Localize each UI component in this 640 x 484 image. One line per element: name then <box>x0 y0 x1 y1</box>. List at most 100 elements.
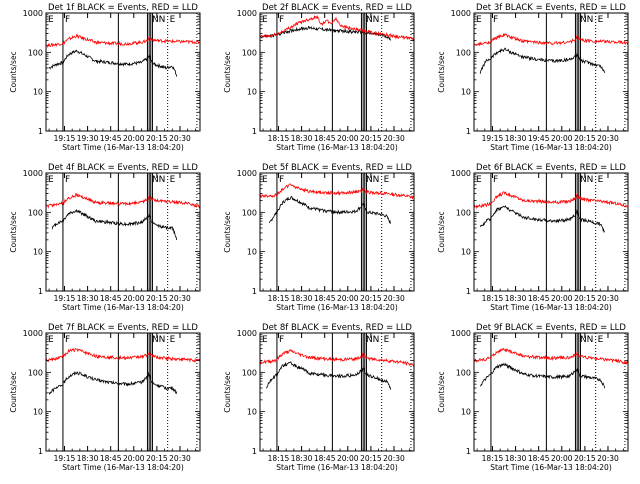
x-tick-label: 18:45 <box>528 454 550 463</box>
event-marker-label: NN <box>366 335 379 345</box>
x-tick-label: 20:00 <box>551 294 573 303</box>
y-tick-label: 10 <box>247 248 257 257</box>
chart-panel-6: Det 6f BLACK = Events, RED = LLD E F NN E 1 10… <box>437 163 629 312</box>
y-tick-label: 1 <box>252 287 257 296</box>
x-axis-label: Start Time (16-Mar-13 18:04:20) <box>276 303 398 312</box>
x-tick-label: 18:45 <box>100 454 122 463</box>
x-tick-label: 19:15 <box>54 294 76 303</box>
x-tick-label: 20:15 <box>574 454 596 463</box>
event-marker-label: NN <box>366 15 379 25</box>
chart-title: Det 9f BLACK = Events, RED = LLD <box>476 323 626 333</box>
x-tick-label: 20:15 <box>360 294 382 303</box>
y-axis-label: Counts/sec <box>9 371 18 412</box>
x-axis-label: Start Time (16-Mar-13 18:04:20) <box>62 143 184 152</box>
event-marker-label: NN <box>152 335 165 345</box>
x-tick-label: 18:30 <box>291 294 313 303</box>
chart-title: Det 3f BLACK = Events, RED = LLD <box>476 3 626 13</box>
series-events-line <box>48 49 178 77</box>
series-events-line <box>266 361 392 390</box>
series-lld-line <box>259 349 414 367</box>
series-lld-line <box>45 347 200 363</box>
y-tick-label: 1 <box>38 127 43 136</box>
y-tick-label: 1000 <box>451 169 471 178</box>
y-tick-label: 1000 <box>451 329 471 338</box>
x-tick-label: 19:45 <box>528 134 550 143</box>
x-tick-label: 20:00 <box>551 454 573 463</box>
y-tick-label: 1 <box>466 287 471 296</box>
chart-title: Det 7f BLACK = Events, RED = LLD <box>48 323 198 333</box>
x-axis-label: Start Time (16-Mar-13 18:04:20) <box>276 463 398 472</box>
y-tick-label: 1 <box>252 447 257 456</box>
x-tick-label: 18:15 <box>268 454 290 463</box>
event-marker-label: NN <box>580 15 593 25</box>
event-marker-label: E <box>384 335 390 345</box>
x-tick-label: 20:15 <box>360 454 382 463</box>
event-marker-label: NN <box>366 175 379 185</box>
x-tick-label: 20:30 <box>383 294 405 303</box>
y-axis-label: Counts/sec <box>223 51 232 92</box>
plot-frame <box>259 172 415 292</box>
y-axis-label: Counts/sec <box>223 211 232 252</box>
event-marker-label: E <box>170 335 176 345</box>
x-tick-label: 20:00 <box>123 454 145 463</box>
y-tick-label: 10 <box>247 88 257 97</box>
event-marker-label: F <box>493 335 498 345</box>
x-tick-label: 20:15 <box>146 454 168 463</box>
series-lld-line <box>259 14 414 42</box>
x-axis-label: Start Time (16-Mar-13 18:04:20) <box>490 303 612 312</box>
x-tick-label: 20:30 <box>597 134 619 143</box>
y-tick-label: 1000 <box>23 169 43 178</box>
y-axis-label: Counts/sec <box>437 51 446 92</box>
chart-title: Det 4f BLACK = Events, RED = LLD <box>48 163 198 173</box>
x-tick-label: 18:45 <box>528 294 550 303</box>
x-tick-label: 20:00 <box>337 454 359 463</box>
x-axis-label: Start Time (16-Mar-13 18:04:20) <box>62 463 184 472</box>
y-tick-label: 100 <box>242 208 257 217</box>
series-lld-line <box>45 192 200 209</box>
x-tick-label: 18:30 <box>505 294 527 303</box>
y-tick-label: 10 <box>33 408 43 417</box>
y-axis-label: Counts/sec <box>9 51 18 92</box>
chart-title: Det 2f BLACK = Events, RED = LLD <box>262 3 412 13</box>
x-tick-label: 18:30 <box>77 294 99 303</box>
chart-title: Det 8f BLACK = Events, RED = LLD <box>262 323 412 333</box>
event-marker-label: F <box>65 175 70 185</box>
y-tick-label: 10 <box>461 248 471 257</box>
x-tick-label: 19:15 <box>54 454 76 463</box>
y-tick-label: 100 <box>242 368 257 377</box>
plot-frame <box>473 12 629 132</box>
y-tick-label: 100 <box>28 208 43 217</box>
x-tick-label: 20:30 <box>169 294 191 303</box>
event-marker-label: E <box>598 15 604 25</box>
x-tick-label: 19:30 <box>77 134 99 143</box>
plot-frame <box>259 12 415 132</box>
x-tick-label: 20:15 <box>574 134 596 143</box>
series-lld-line <box>473 191 628 210</box>
x-tick-label: 20:00 <box>337 294 359 303</box>
series-lld-line <box>45 33 200 49</box>
chart-panel-9: Det 9f BLACK = Events, RED = LLD E F NN E 1 10… <box>437 323 629 472</box>
y-tick-label: 1000 <box>23 329 43 338</box>
event-marker-label: NN <box>580 335 593 345</box>
series-events-line <box>480 362 606 389</box>
y-tick-label: 100 <box>456 208 471 217</box>
y-tick-label: 10 <box>33 248 43 257</box>
event-marker-label: F <box>493 175 498 185</box>
event-marker-label: E <box>262 175 268 185</box>
x-tick-label: 18:15 <box>268 134 290 143</box>
plot-frame <box>45 332 201 452</box>
y-tick-label: 1000 <box>451 9 471 18</box>
x-tick-label: 18:45 <box>314 294 336 303</box>
chart-panel-3: Det 3f BLACK = Events, RED = LLD E F NN E 1 10… <box>437 3 629 152</box>
event-marker-label: E <box>598 335 604 345</box>
x-axis-label: Start Time (16-Mar-13 18:04:20) <box>490 143 612 152</box>
x-tick-label: 18:15 <box>482 294 504 303</box>
chart-panel-7: Det 7f BLACK = Events, RED = LLD E F NN E 1 10… <box>9 323 201 472</box>
y-tick-label: 100 <box>28 368 43 377</box>
x-tick-label: 20:00 <box>123 134 145 143</box>
plot-frame <box>473 172 629 292</box>
x-tick-label: 20:30 <box>597 294 619 303</box>
x-tick-label: 20:30 <box>597 454 619 463</box>
x-tick-label: 18:45 <box>314 134 336 143</box>
